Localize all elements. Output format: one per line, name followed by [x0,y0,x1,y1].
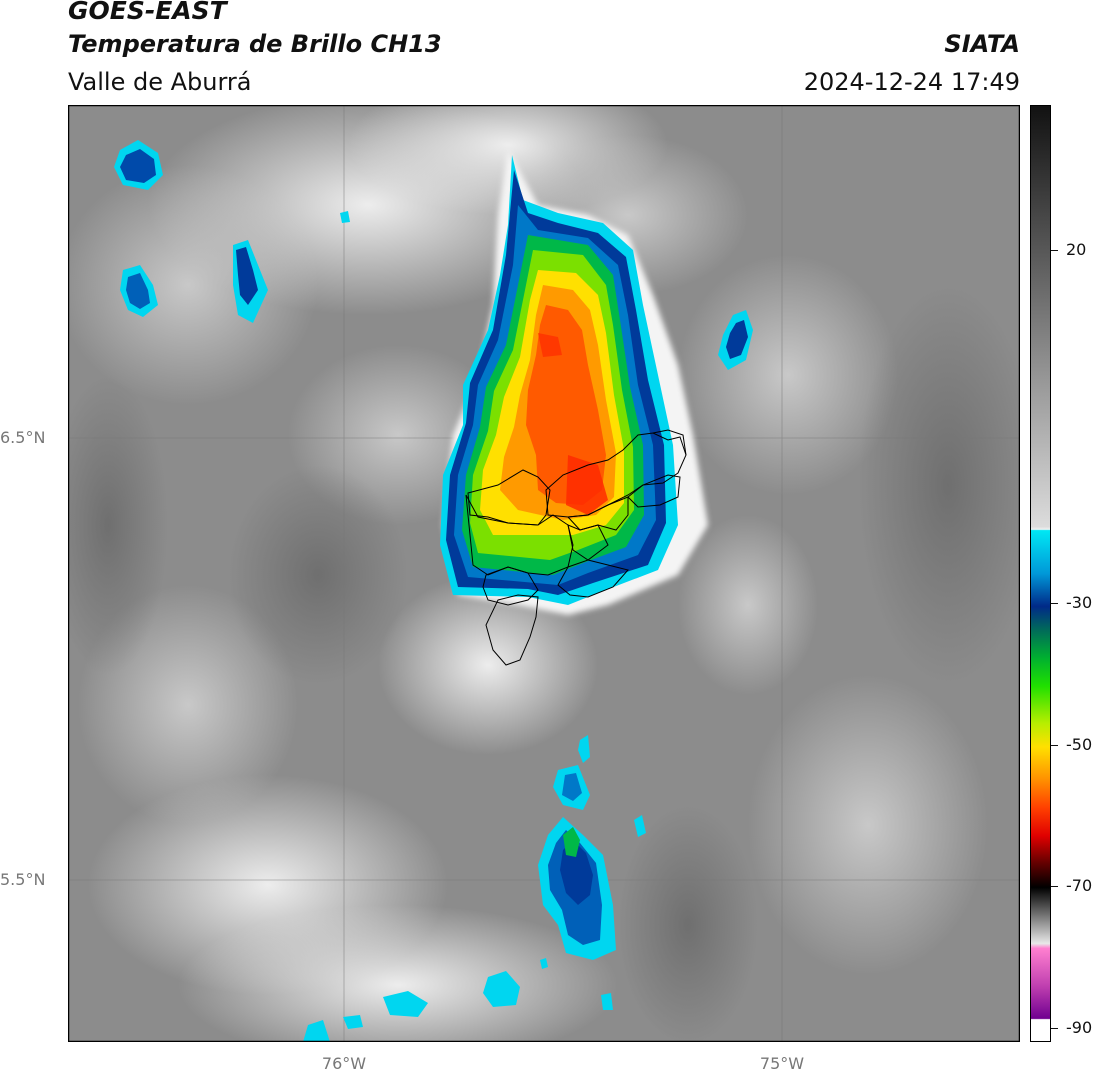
cell-w1 [120,265,158,317]
lon-label-76w: 76°W [321,1054,367,1073]
colorbar-label-minus90: -90 [1066,1018,1093,1037]
colorbar-tick [1051,603,1058,604]
org-label: SIATA [944,30,1020,58]
region-title: Valle de Aburrá [68,68,252,96]
timestamp-label: 2024-12-24 17:49 [803,68,1020,96]
cell-s2 [538,817,616,960]
colorbar-label-minus70: -70 [1066,876,1093,895]
colorbar-label-20: 20 [1066,240,1087,259]
colorbar-tick [1051,745,1058,746]
colorbar-tick [1051,250,1058,251]
map-frame [68,105,1020,1042]
municipal-boundaries [465,429,687,666]
cell-s1 [553,735,590,810]
colorbar [1030,105,1051,1042]
cell-nw [114,140,163,190]
storm-cell-main [440,150,708,615]
cell-e [718,310,753,370]
lon-label-75w: 75°W [759,1054,805,1073]
colorbar-tick [1051,886,1058,887]
convective-cells [114,140,753,1042]
colorbar-label-minus30: -30 [1066,593,1093,612]
cell-sw [303,211,646,1042]
gray-cloud-texture [68,105,1020,1042]
colorbar-label-minus50: -50 [1066,735,1093,754]
cell-w2 [233,240,268,323]
lat-label-6-5n: 6.5°N [0,428,46,447]
colorbar-tick [1051,1028,1058,1029]
product-title: Temperatura de Brillo CH13 [68,30,442,58]
lat-label-5-5n: 5.5°N [0,870,46,889]
brightness-temperature-map [68,105,1020,1042]
satellite-title: GOES-EAST [68,0,227,25]
